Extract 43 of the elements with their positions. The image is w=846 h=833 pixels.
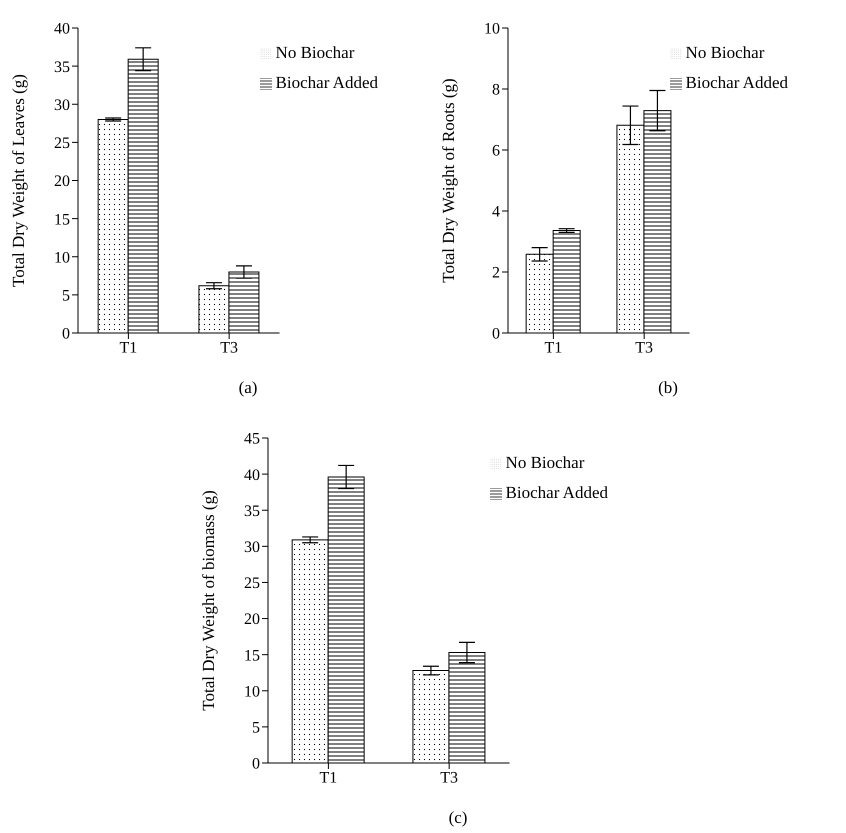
x-tick-label: T1: [319, 769, 338, 786]
y-tick-label: 35: [244, 502, 260, 520]
x-tick-label: T1: [544, 339, 562, 356]
text: (b): [657, 378, 679, 398]
y-tick-label: 25: [54, 135, 70, 152]
legend-label: Biochar Added: [506, 483, 608, 502]
y-tick-label: 45: [244, 430, 260, 448]
y-axis-title: Total Dry Weight of Leaves (g): [9, 74, 28, 287]
y-tick-label: 15: [54, 211, 70, 228]
y-tick-label: 8: [492, 82, 500, 99]
legend-label: No Biochar: [686, 43, 764, 62]
y-tick-label: 10: [244, 683, 260, 700]
legend-label: No Biochar: [276, 43, 354, 62]
x-tick-label: T3: [220, 339, 238, 356]
x-tick-label: T3: [440, 769, 458, 786]
y-tick-label: 30: [54, 96, 70, 114]
y-axis-title: Total Dry Weight of biomass (g): [199, 490, 218, 711]
y-tick-label: 2: [492, 264, 500, 282]
y-tick-label: 35: [54, 58, 70, 76]
y-tick-label: 5: [62, 288, 70, 305]
x-tick-label: T1: [119, 339, 138, 356]
y-tick-label: 20: [54, 173, 70, 190]
text: (a): [238, 378, 258, 398]
y-tick-label: 0: [252, 756, 260, 773]
legend-label: Biochar Added: [686, 73, 788, 92]
y-tick-label: 0: [492, 326, 500, 343]
y-tick-label: 0: [62, 326, 70, 343]
y-tick-label: 6: [492, 142, 500, 160]
y-tick-label: 30: [244, 539, 260, 556]
y-tick-label: 4: [492, 204, 500, 221]
y-tick-label: 25: [244, 575, 260, 592]
text: (c): [448, 808, 468, 828]
y-tick-label: 10: [54, 249, 70, 266]
x-tick-label: T3: [635, 339, 654, 356]
y-tick-label: 20: [244, 611, 260, 628]
y-tick-label: 15: [244, 647, 260, 664]
y-tick-label: 40: [244, 466, 260, 484]
y-tick-label: 5: [252, 720, 260, 737]
y-tick-label: 10: [484, 20, 500, 38]
legend-label: No Biochar: [506, 453, 584, 472]
y-tick-label: 40: [54, 20, 70, 38]
legend-label: Biochar Added: [276, 73, 378, 92]
y-axis-title: Total Dry Weight of Roots (g): [439, 78, 458, 283]
